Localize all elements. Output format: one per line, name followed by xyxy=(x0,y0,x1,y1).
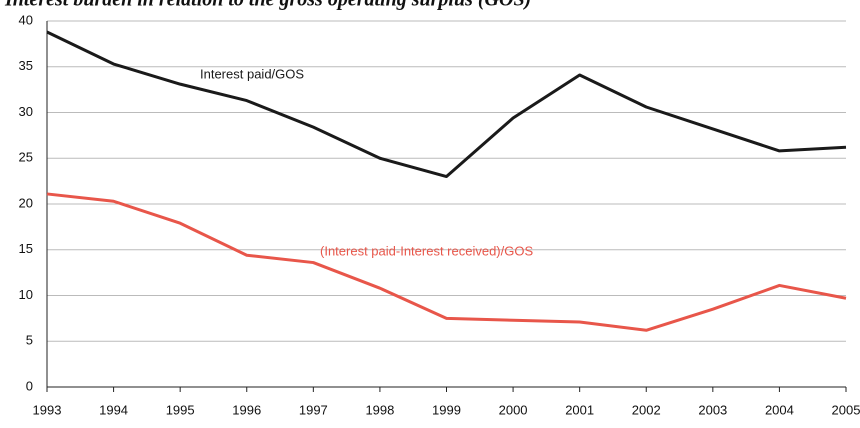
x-tick-label: 2000 xyxy=(499,402,528,417)
y-tick-label: 35 xyxy=(19,58,33,73)
x-tick-label: 1997 xyxy=(299,402,328,417)
x-tick-label: 1993 xyxy=(33,402,62,417)
x-tick-label: 1994 xyxy=(99,402,128,417)
y-tick-label: 30 xyxy=(19,104,33,119)
y-tick-label: 25 xyxy=(19,150,33,165)
series-label: Interest paid/GOS xyxy=(200,66,304,81)
x-tick-label: 1996 xyxy=(232,402,261,417)
x-tick-label: 2004 xyxy=(765,402,794,417)
series-line xyxy=(46,192,847,332)
chart-title: Interest burden in relation to the gross… xyxy=(4,0,531,11)
series-line xyxy=(46,30,847,179)
y-tick-label: 20 xyxy=(19,195,33,210)
x-tick-label: 1998 xyxy=(365,402,394,417)
y-tick-label: 40 xyxy=(19,12,33,27)
y-tick-label: 15 xyxy=(19,241,33,256)
x-tick-label: 1999 xyxy=(432,402,461,417)
y-tick-label: 10 xyxy=(19,287,33,302)
y-tick-label: 5 xyxy=(26,333,33,348)
x-tick-label: 2002 xyxy=(632,402,661,417)
y-tick-label: 0 xyxy=(26,378,33,393)
x-tick-label: 2003 xyxy=(698,402,727,417)
series-label: (Interest paid-Interest received)/GOS xyxy=(320,243,533,258)
x-tick-label: 1995 xyxy=(166,402,195,417)
x-tick-label: 2005 xyxy=(832,402,860,417)
x-tick-label: 2001 xyxy=(565,402,594,417)
